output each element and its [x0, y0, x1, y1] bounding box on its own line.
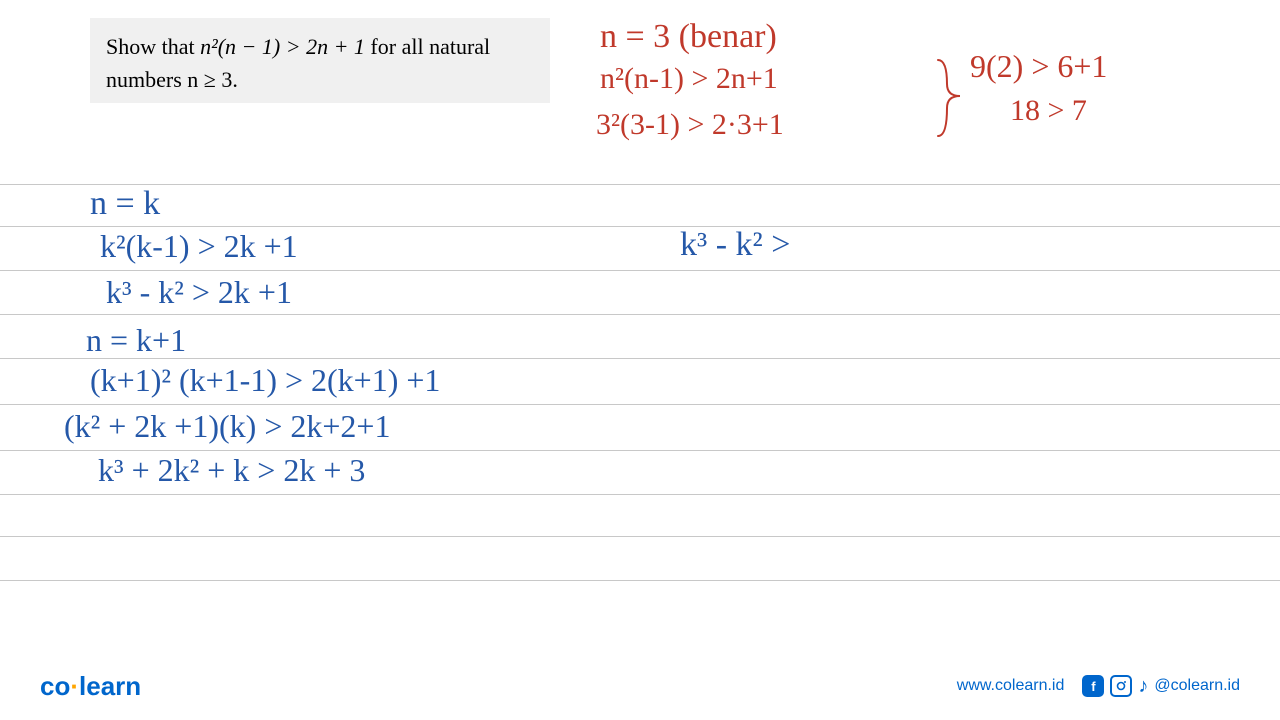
paper-line — [0, 536, 1280, 537]
problem-text-prefix: Show that — [106, 34, 200, 59]
paper-line — [0, 358, 1280, 359]
social-handle[interactable]: @colearn.id — [1154, 677, 1240, 695]
red-handwriting-line: n²(n-1) > 2n+1 — [600, 62, 778, 96]
footer-url[interactable]: www.colearn.id — [957, 677, 1065, 695]
paper-line — [0, 450, 1280, 451]
logo-learn: learn — [79, 671, 141, 701]
blue-handwriting-line: (k² + 2k +1)(k) > 2k+2+1 — [64, 408, 390, 445]
footer-right: www.colearn.id f ♪ @colearn.id — [957, 675, 1240, 698]
paper-line — [0, 226, 1280, 227]
paper-line — [0, 184, 1280, 185]
social-group: f ♪ @colearn.id — [1082, 675, 1240, 698]
footer: co·learn www.colearn.id f ♪ @colearn.id — [0, 666, 1280, 706]
blue-handwriting-line: n = k+1 — [86, 322, 186, 359]
red-handwriting-line: 9(2) > 6+1 — [970, 48, 1107, 85]
paper-line — [0, 314, 1280, 315]
blue-handwriting-line: (k+1)² (k+1-1) > 2(k+1) +1 — [90, 362, 440, 399]
paper-line — [0, 494, 1280, 495]
blue-handwriting-line: k³ + 2k² + k > 2k + 3 — [98, 452, 365, 489]
problem-line2: numbers n ≥ 3. — [106, 67, 238, 92]
paper-line — [0, 404, 1280, 405]
paper-line — [0, 270, 1280, 271]
blue-handwriting-line: n = k — [90, 185, 160, 223]
blue-handwriting-line: k²(k-1) > 2k +1 — [100, 228, 298, 265]
logo-dot: · — [70, 671, 79, 701]
problem-statement: Show that n²(n − 1) > 2n + 1 for all nat… — [90, 18, 550, 103]
red-handwriting-line: 3²(3-1) > 2·3+1 — [596, 108, 784, 142]
problem-formula: n²(n − 1) > 2n + 1 — [200, 34, 365, 59]
problem-text-suffix: for all natural — [365, 34, 490, 59]
paper-line — [0, 580, 1280, 581]
bracket-icon — [936, 56, 966, 144]
tiktok-icon[interactable]: ♪ — [1138, 675, 1148, 698]
red-handwriting-line: 18 > 7 — [1010, 94, 1087, 128]
instagram-icon[interactable] — [1110, 675, 1132, 697]
blue-handwriting-line: k³ - k² > — [680, 226, 790, 264]
blue-handwriting-line: k³ - k² > 2k +1 — [106, 274, 292, 311]
colearn-logo: co·learn — [40, 671, 141, 702]
red-handwriting-line: n = 3 (benar) — [600, 18, 777, 56]
logo-co: co — [40, 671, 70, 701]
facebook-icon[interactable]: f — [1082, 675, 1104, 697]
